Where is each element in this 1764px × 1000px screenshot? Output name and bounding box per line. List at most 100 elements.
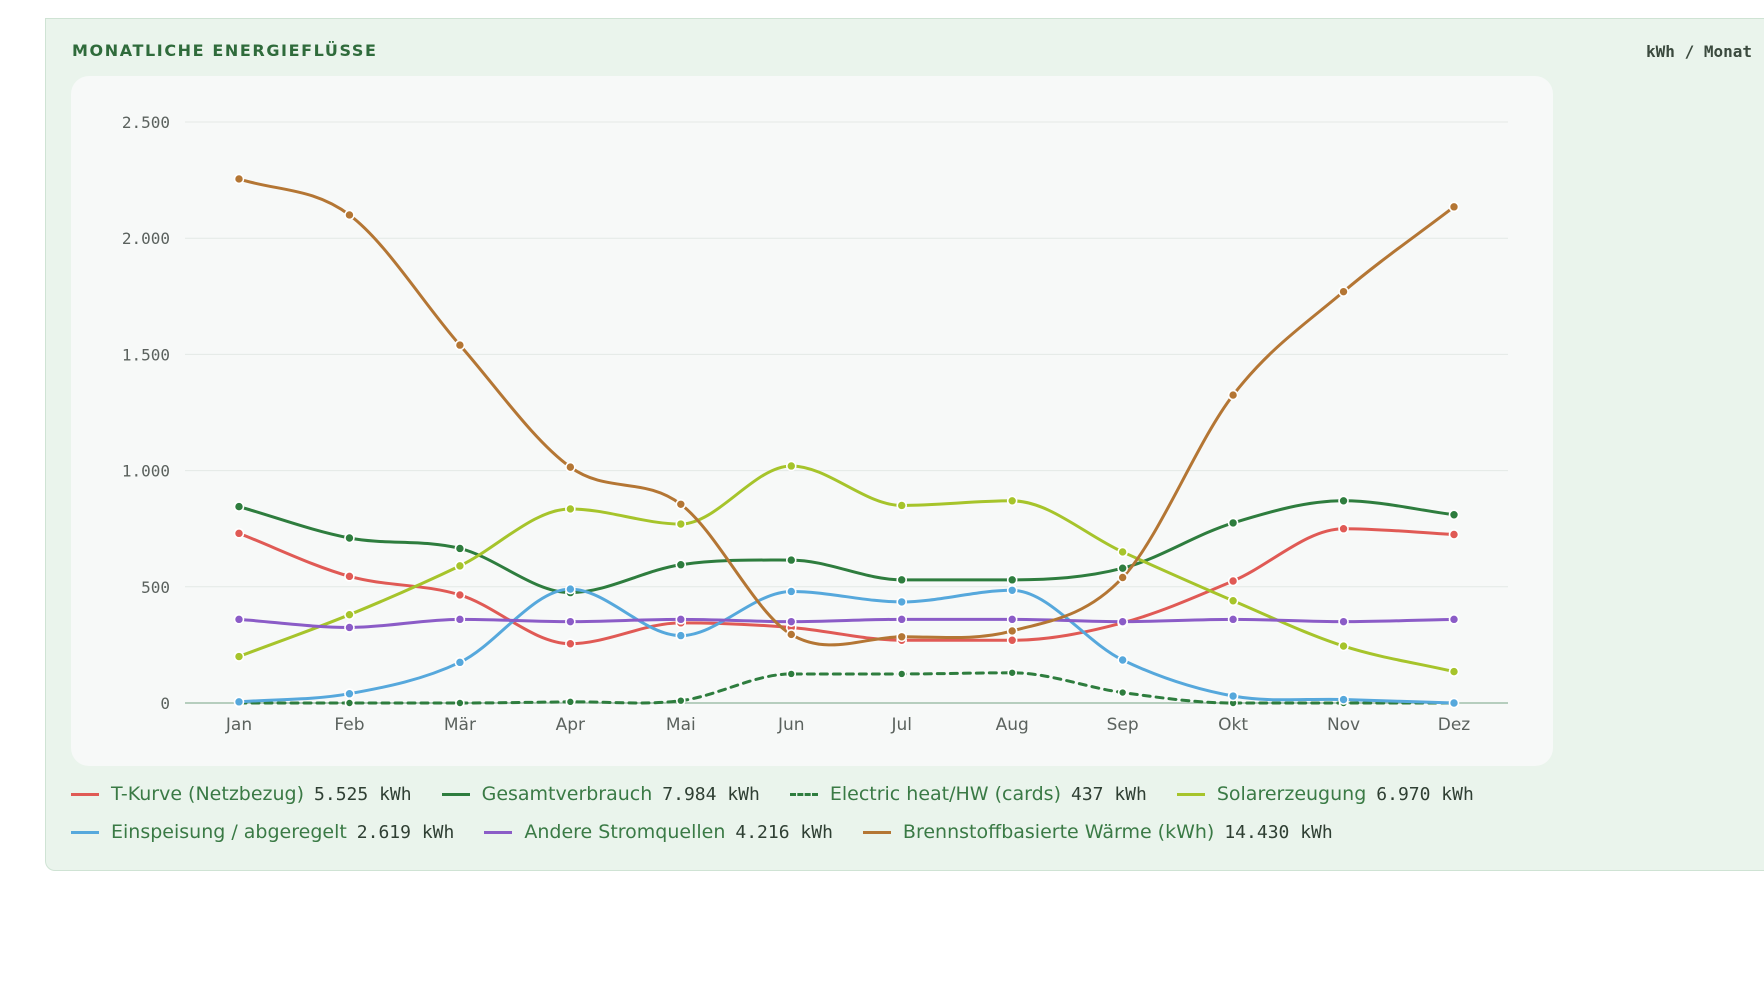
series-line [237, 464, 1456, 674]
legend-series-name: T-Kurve (Netzbezug) [111, 783, 305, 805]
legend-series-name: Einspeisung / abgeregelt [111, 821, 347, 843]
grid-layer [185, 121, 1508, 704]
data-point [786, 669, 797, 679]
legend-swatch [1176, 792, 1205, 796]
data-point [1448, 614, 1460, 625]
x-tick-label: Nov [1327, 715, 1360, 735]
x-tick-label: Dez [1438, 715, 1471, 735]
series-line [237, 587, 1456, 705]
data-point [785, 629, 797, 640]
legend-item[interactable]: Brennstoffbasierte Wärme (kWh) 14.430 kW… [862, 821, 1333, 843]
data-point [675, 614, 687, 625]
legend-item[interactable]: Andere Stromquellen 4.216 kWh [484, 821, 833, 843]
data-point [1338, 616, 1349, 627]
x-tick-label: Aug [996, 715, 1029, 735]
data-point [1117, 572, 1128, 583]
y-tick-label: 0 [160, 694, 170, 713]
data-point [233, 173, 245, 185]
data-point [1227, 389, 1239, 401]
data-point [896, 631, 908, 643]
legend-series-name: Andere Stromquellen [524, 821, 726, 843]
y-tick-label: 1.000 [122, 462, 170, 481]
legend-swatch [441, 792, 470, 796]
data-point [1007, 667, 1017, 678]
x-tick-label: Jan [225, 715, 252, 735]
data-point [565, 583, 576, 595]
data-point [675, 559, 687, 571]
data-point [1006, 634, 1018, 646]
legend-series-total: 7.984 kWh [662, 783, 760, 805]
legend-row-2: Einspeisung / abgeregelt 2.619 kWh Ander… [71, 813, 1751, 851]
legend-series-total: 5.525 kWh [314, 783, 412, 805]
data-point [1338, 640, 1349, 652]
x-tick-label: Mär [444, 715, 476, 735]
data-point [1338, 694, 1349, 705]
data-point [344, 622, 355, 633]
data-point [454, 560, 466, 572]
legend-item[interactable]: T-Kurve (Netzbezug) 5.525 kWh [71, 783, 412, 805]
data-point [565, 461, 576, 473]
data-point [233, 614, 245, 625]
data-point [454, 614, 466, 625]
data-point [1006, 584, 1018, 596]
data-point [1227, 690, 1239, 702]
data-point [785, 460, 797, 472]
data-point [344, 698, 355, 708]
data-point [1227, 614, 1239, 625]
legend-item[interactable]: Einspeisung / abgeregelt 2.619 kWh [71, 821, 454, 843]
data-point [344, 209, 355, 221]
data-point [1448, 666, 1460, 677]
data-point [675, 630, 687, 641]
series-line [237, 617, 1456, 629]
data-point [233, 501, 245, 512]
legend-series-name: Electric heat/HW (cards) [829, 783, 1061, 805]
x-tick-label: Okt [1218, 715, 1248, 735]
y-tick-label: 500 [141, 578, 170, 597]
data-point [565, 616, 576, 627]
legend-series-name: Gesamtverbrauch [481, 783, 653, 805]
energy-flow-card: MONATLICHE ENERGIEFLÜSSE kWh / Monat T-K… [45, 18, 1764, 871]
data-point [344, 532, 355, 544]
x-tick-label: Feb [334, 715, 364, 735]
data-point [565, 697, 576, 707]
legend-series-total: 2.619 kWh [356, 821, 455, 843]
legend-item[interactable]: Gesamtverbrauch 7.984 kWh [441, 783, 760, 805]
legend-item[interactable]: Solarerzeugung 6.970 kWh [1176, 783, 1474, 805]
data-point [896, 614, 908, 625]
data-point [1006, 495, 1018, 507]
y-tick-label: 2.000 [122, 229, 170, 248]
unit-label: kWh / Monat [1646, 42, 1752, 61]
data-point [454, 543, 466, 554]
data-point [344, 571, 355, 582]
legend-series-total: 14.430 kWh [1224, 821, 1333, 843]
series-line [237, 499, 1456, 595]
x-tick-label: Apr [556, 715, 585, 735]
legend-series-total: 437 kWh [1070, 783, 1147, 805]
data-point [455, 698, 465, 708]
legend-swatch [789, 792, 818, 796]
data-point [1117, 562, 1128, 574]
axis-layer: 0 500 1.000 1.500 2.000 2.500 Jan Feb Mär Apr Mai J… [122, 113, 1470, 735]
data-point [344, 688, 355, 700]
data-point [676, 695, 686, 706]
data-point [454, 657, 466, 668]
legend-series-name: Brennstoffbasierte Wärme (kWh) [902, 821, 1215, 843]
data-point [233, 528, 245, 539]
legend-item[interactable]: Electric heat/HW (cards) 437 kWh [789, 783, 1147, 805]
data-point [675, 498, 687, 510]
data-point [1006, 625, 1018, 637]
data-point [1448, 201, 1460, 213]
legend-swatch [71, 830, 99, 834]
data-point [1338, 523, 1349, 535]
data-point [1448, 697, 1460, 709]
data-point [1006, 574, 1018, 586]
plot-panel [71, 76, 1553, 766]
x-tick-label: Jul [890, 715, 912, 735]
series-line [237, 527, 1456, 646]
data-point [565, 503, 576, 515]
data-point [896, 574, 908, 586]
data-point [675, 518, 687, 530]
legend-swatch [484, 830, 513, 834]
data-point [454, 339, 466, 351]
